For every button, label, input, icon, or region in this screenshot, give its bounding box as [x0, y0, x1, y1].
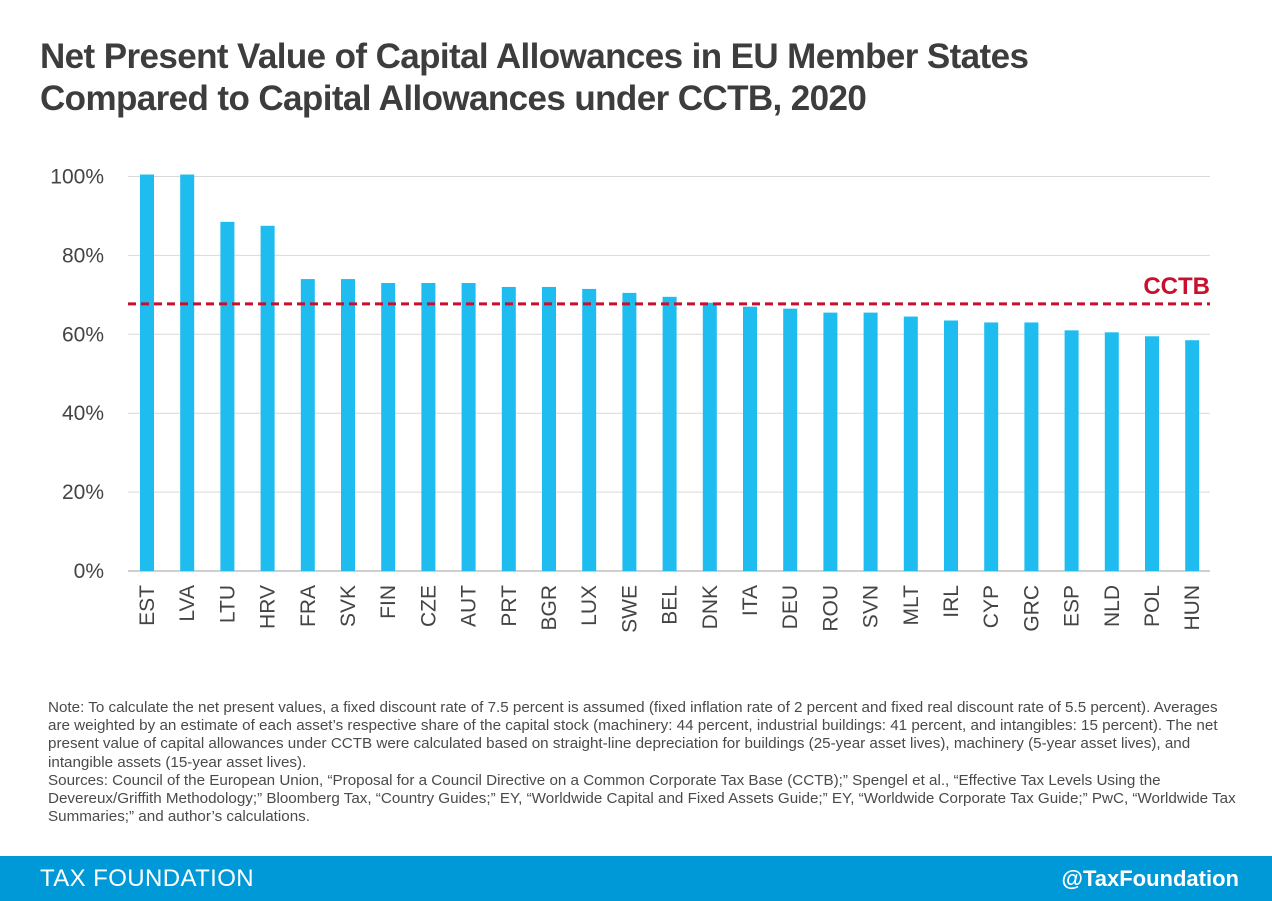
bar-bgr	[542, 286, 556, 571]
bar-bel	[662, 296, 677, 571]
bar-fin	[381, 283, 396, 571]
bar-swe	[622, 292, 637, 571]
bar-svk	[341, 279, 355, 571]
x-tick-label: EST	[136, 585, 159, 626]
bar-lux	[582, 288, 597, 571]
y-axis-ticks: 0% 20% 40% 60% 80% 100%	[50, 166, 104, 584]
x-tick-label: CZE	[417, 585, 440, 627]
bar-ita	[743, 306, 757, 571]
x-tick-label: SVN	[860, 585, 883, 628]
y-tick-label: 0%	[74, 560, 104, 583]
x-tick-label: LUX	[578, 585, 601, 626]
bar-chart: 0% 20% 40% 60% 80% 100% EST LVA LTU HRV FRA SVK FIN…	[50, 166, 1210, 633]
x-tick-label: DNK	[699, 585, 722, 629]
x-axis-ticks: EST LVA LTU HRV FRA SVK FIN CZE AUT PRT BGR LUX SWE B…	[136, 585, 1204, 633]
x-tick-label: LTU	[216, 585, 239, 623]
bar-lva	[180, 174, 195, 571]
bar-cyp	[984, 322, 999, 571]
bar-rou	[823, 312, 838, 571]
x-tick-label: MLT	[900, 585, 923, 626]
sources-text: Sources: Council of the European Union, …	[48, 771, 1236, 826]
x-tick-label: ESP	[1061, 585, 1084, 627]
bar-svn	[863, 312, 878, 571]
note-text: Note: To calculate the net present value…	[48, 699, 1218, 771]
y-tick-label: 40%	[62, 402, 104, 425]
x-tick-label: BEL	[659, 585, 682, 625]
bar-mlt	[903, 316, 918, 571]
chart-title: Net Present Value of Capital Allowances …	[40, 36, 1240, 120]
x-tick-label: AUT	[458, 585, 481, 627]
brand-name: TAX FOUNDATION	[40, 865, 255, 892]
bar-est	[140, 174, 154, 571]
note-block: Note: To calculate the net present value…	[48, 699, 1238, 826]
bar-deu	[783, 308, 798, 571]
bar-grc	[1024, 322, 1039, 571]
y-tick-label: 80%	[62, 244, 104, 267]
bar-prt	[501, 286, 516, 571]
x-tick-label: SVK	[337, 585, 360, 627]
x-tick-label: LVA	[176, 585, 199, 622]
bar-pol	[1145, 336, 1159, 571]
footer-bar: TAX FOUNDATION @TaxFoundation	[0, 856, 1272, 901]
x-tick-label: ITA	[739, 585, 762, 616]
x-tick-label: GRC	[1020, 585, 1043, 632]
bar-ltu	[220, 221, 235, 571]
bar-hun	[1185, 340, 1200, 571]
x-tick-label: ROU	[819, 585, 842, 632]
x-tick-label: CYP	[980, 585, 1003, 628]
y-tick-label: 100%	[50, 166, 104, 189]
bar-fra	[300, 279, 315, 571]
bar-hrv	[260, 225, 275, 571]
x-tick-label: FIN	[377, 585, 400, 619]
twitter-handle[interactable]: @TaxFoundation	[1061, 866, 1239, 891]
x-tick-label: BGR	[538, 585, 561, 631]
x-tick-label: NLD	[1101, 585, 1124, 627]
bar-irl	[944, 320, 958, 571]
x-tick-label: SWE	[618, 585, 641, 633]
chart-title-line-1: Net Present Value of Capital Allowances …	[40, 37, 1029, 76]
x-tick-label: HRV	[257, 585, 280, 629]
bar-aut	[461, 283, 476, 571]
x-tick-label: DEU	[779, 585, 802, 629]
y-tick-label: 20%	[62, 481, 104, 504]
x-tick-label: FRA	[297, 585, 320, 627]
y-tick-label: 60%	[62, 323, 104, 346]
chart-title-line-2: Compared to Capital Allowances under CCT…	[40, 79, 867, 118]
bar-cze	[421, 283, 436, 571]
bar-esp	[1064, 330, 1079, 571]
bar-nld	[1104, 332, 1119, 571]
x-tick-label: IRL	[940, 585, 963, 618]
cctb-label: CCTB	[1143, 273, 1210, 300]
x-tick-label: PRT	[498, 585, 521, 627]
x-tick-label: HUN	[1181, 585, 1204, 631]
x-tick-label: POL	[1141, 585, 1164, 627]
bar-dnk	[702, 302, 717, 571]
bars	[140, 174, 1200, 571]
cctb-reference: CCTB	[128, 273, 1210, 306]
